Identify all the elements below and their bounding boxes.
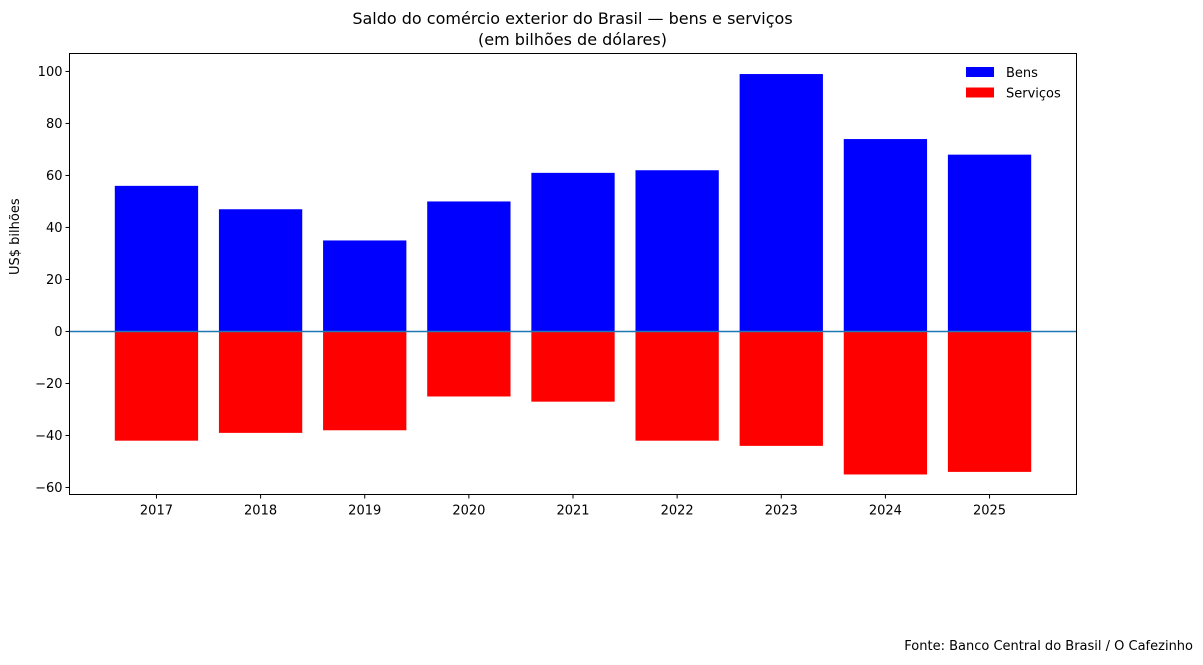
x-axis: 2017 2018 2019 2020 2021 2022 2023 2024 2025: [140, 494, 1006, 519]
y-tick-label: −20: [35, 377, 62, 392]
chart-subtitle: (em bilhões de dólares): [478, 30, 667, 49]
y-tick-label: 100: [38, 65, 63, 80]
x-tick-label: 2022: [661, 504, 694, 519]
bar-bens-2019: [323, 240, 407, 332]
x-tick-label: 2019: [348, 504, 381, 519]
bar-bens-2020: [427, 201, 511, 332]
legend-label: Serviços: [1006, 87, 1061, 102]
y-tick-label: −40: [35, 429, 62, 444]
x-tick-label: 2021: [556, 504, 589, 519]
legend: Bens Serviços: [966, 66, 1061, 102]
bar-bens-2024: [843, 139, 928, 332]
legend-label: Bens: [1006, 66, 1038, 81]
bar-bens-2023: [739, 74, 823, 332]
chart-title: Saldo do comércio exterior do Brasil — b…: [352, 9, 793, 28]
bar-bens-2017: [114, 185, 199, 332]
x-tick-label: 2024: [869, 504, 902, 519]
source-note: Fonte: Banco Central do Brasil / O Cafez…: [904, 639, 1193, 654]
bar-servios-2023: [739, 331, 823, 446]
y-tick-label: 40: [46, 221, 63, 236]
y-axis: −60 −40 −20 0 20 40 60 80 100: [35, 65, 70, 496]
legend-swatch-servios: [966, 87, 994, 98]
x-tick-label: 2020: [452, 504, 485, 519]
bar-bens-2022: [635, 170, 719, 332]
bar-servios-2019: [323, 331, 407, 431]
bar-servios-2017: [114, 331, 199, 441]
y-tick-label: 60: [46, 169, 63, 184]
bar-servios-2024: [843, 331, 928, 475]
x-tick-label: 2023: [765, 504, 798, 519]
bar-bens-2018: [218, 209, 303, 332]
x-tick-label: 2017: [140, 504, 173, 519]
bar-servios-2021: [531, 331, 615, 402]
legend-swatch-bens: [966, 67, 994, 77]
x-tick-label: 2025: [973, 504, 1006, 519]
bar-servios-2018: [218, 331, 303, 433]
y-tick-label: 80: [46, 117, 63, 132]
bar-bens-2025: [947, 154, 1032, 332]
bar-bens-2021: [531, 172, 615, 332]
y-tick-label: −60: [35, 481, 62, 496]
bar-servios-2025: [947, 331, 1032, 472]
x-tick-label: 2018: [244, 504, 277, 519]
bar-servios-2022: [635, 331, 719, 441]
bars-group: [114, 74, 1032, 475]
y-tick-label: 20: [46, 273, 63, 288]
y-tick-label: 0: [54, 325, 62, 340]
bar-servios-2020: [427, 331, 511, 397]
plot-frame: [69, 53, 1077, 495]
